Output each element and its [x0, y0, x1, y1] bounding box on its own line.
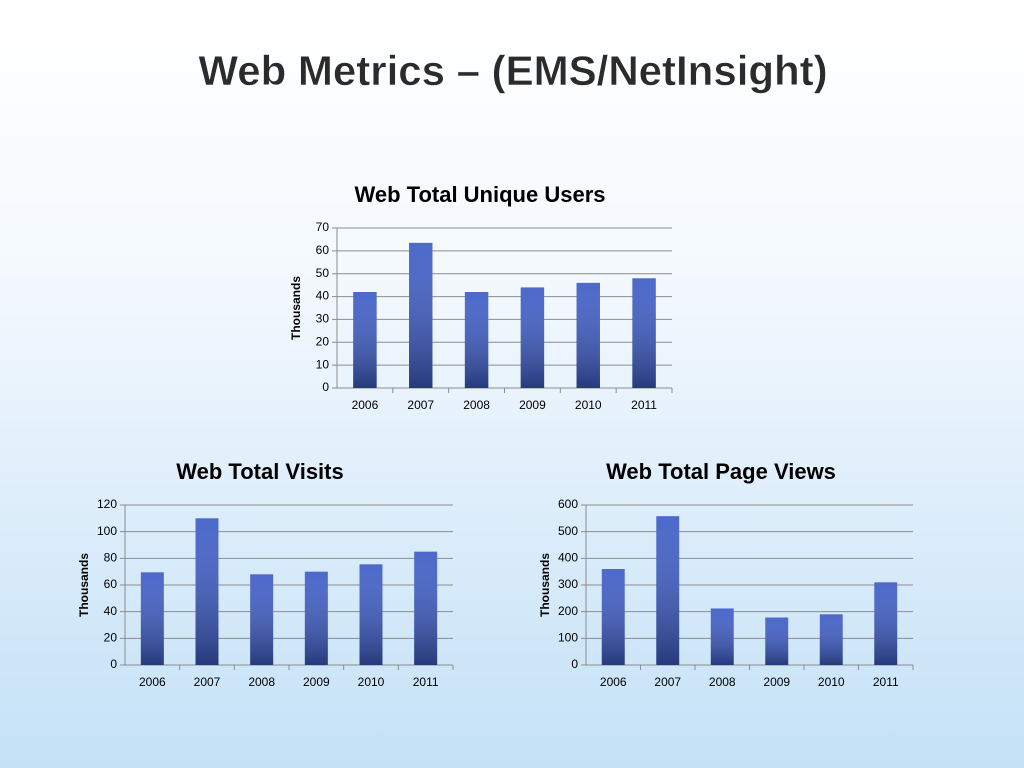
y-tick-label: 20	[316, 334, 330, 348]
chart-title: Web Total Unique Users	[354, 182, 605, 207]
y-tick-label: 10	[316, 357, 330, 371]
x-tick-label: 2011	[413, 675, 439, 689]
y-tick-label: 200	[558, 604, 578, 618]
bar-shade	[195, 518, 219, 665]
x-tick-label: 2010	[358, 675, 385, 689]
y-tick-label: 0	[571, 657, 578, 671]
y-tick-label: 120	[97, 497, 117, 511]
slide-title: Web Metrics – (EMS/NetInsight)	[198, 47, 827, 94]
y-tick-label: 300	[558, 577, 578, 591]
x-tick-label: 2011	[631, 398, 657, 412]
x-tick-label: 2006	[352, 398, 379, 412]
bar-shade	[656, 516, 680, 665]
bar-shade	[359, 564, 383, 665]
x-tick-label: 2011	[873, 675, 899, 689]
y-tick-label: 100	[558, 631, 578, 645]
bar-shade	[140, 572, 164, 665]
chart-title: Web Total Page Views	[606, 459, 836, 484]
chart-title: Web Total Visits	[176, 459, 343, 484]
y-tick-label: 0	[110, 657, 117, 671]
y-tick-label: 20	[104, 631, 118, 645]
y-tick-label: 70	[316, 220, 330, 234]
y-tick-label: 600	[558, 497, 578, 511]
y-tick-label: 30	[316, 312, 330, 326]
x-tick-label: 2006	[600, 675, 627, 689]
y-tick-label: 60	[104, 577, 118, 591]
bar-shade	[710, 608, 734, 665]
x-tick-label: 2009	[519, 398, 546, 412]
x-tick-label: 2007	[194, 675, 221, 689]
bar-shade	[409, 242, 433, 388]
bar-shade	[304, 571, 328, 665]
bar-shade	[576, 282, 600, 388]
y-axis-label: Thousands	[77, 553, 91, 617]
bar-shade	[464, 292, 489, 388]
x-tick-label: 2008	[463, 398, 490, 412]
x-tick-label: 2008	[709, 675, 736, 689]
y-tick-label: 50	[316, 266, 330, 280]
y-tick-label: 40	[104, 604, 118, 618]
x-tick-label: 2010	[575, 398, 602, 412]
x-tick-label: 2007	[654, 675, 681, 689]
y-axis-label: Thousands	[289, 276, 303, 340]
y-axis-label: Thousands	[538, 553, 552, 617]
y-tick-label: 400	[558, 551, 578, 565]
x-tick-label: 2008	[248, 675, 275, 689]
x-tick-label: 2010	[818, 675, 845, 689]
x-tick-label: 2009	[763, 675, 790, 689]
x-tick-label: 2006	[139, 675, 166, 689]
bar-shade	[632, 278, 656, 388]
bar-shade	[414, 551, 438, 665]
bar-shade	[353, 292, 377, 388]
y-tick-label: 60	[316, 243, 330, 257]
y-tick-label: 40	[316, 289, 330, 303]
bar-shade	[601, 569, 625, 665]
y-tick-label: 0	[322, 380, 329, 394]
y-tick-label: 80	[104, 551, 118, 565]
y-tick-label: 500	[558, 524, 578, 538]
bar-shade	[874, 582, 898, 665]
y-tick-label: 100	[97, 524, 117, 538]
bar-shade	[250, 574, 274, 665]
bar-shade	[819, 614, 843, 665]
x-tick-label: 2007	[407, 398, 434, 412]
bar-shade	[765, 617, 789, 665]
bar-shade	[520, 287, 545, 388]
x-tick-label: 2009	[303, 675, 330, 689]
